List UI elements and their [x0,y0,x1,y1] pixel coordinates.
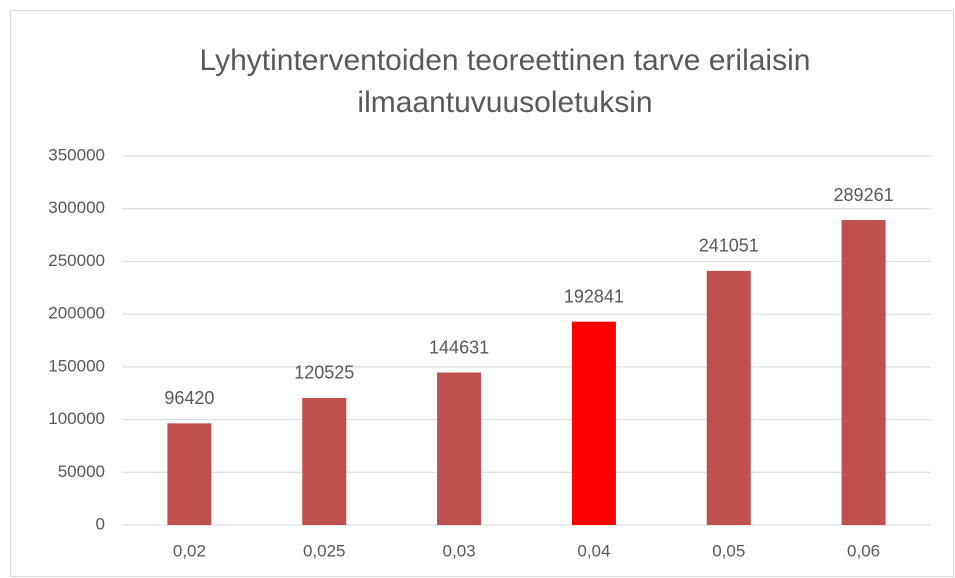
data-label: 96420 [164,388,214,408]
x-tick-label: 0,03 [443,541,476,560]
y-tick-label: 150000 [48,356,105,375]
x-tick-label: 0,06 [847,541,880,560]
x-tick-label: 0,025 [303,541,346,560]
y-tick-label: 100000 [48,409,105,428]
y-tick-label: 250000 [48,251,105,270]
chart-title: ilmaantuvuusoletuksin [357,86,652,119]
data-label: 120525 [294,363,354,383]
x-tick-label: 0,05 [712,541,745,560]
data-label: 192841 [564,286,624,306]
data-label: 241051 [699,236,759,256]
bar [571,321,616,525]
data-label: 289261 [834,185,894,205]
data-label: 144631 [429,337,489,357]
bar [706,270,751,525]
x-tick-label: 0,02 [173,541,206,560]
bar [841,220,886,525]
bar [167,423,212,525]
y-tick-label: 50000 [58,462,105,481]
chart-title: Lyhytinterventoiden teoreettinen tarve e… [200,44,811,77]
bar [437,372,482,525]
y-tick-label: 350000 [48,145,105,164]
x-tick-label: 0,04 [577,541,610,560]
y-tick-label: 300000 [48,198,105,217]
y-tick-label: 200000 [48,304,105,323]
bar [302,397,347,525]
y-tick-label: 0 [96,514,105,533]
